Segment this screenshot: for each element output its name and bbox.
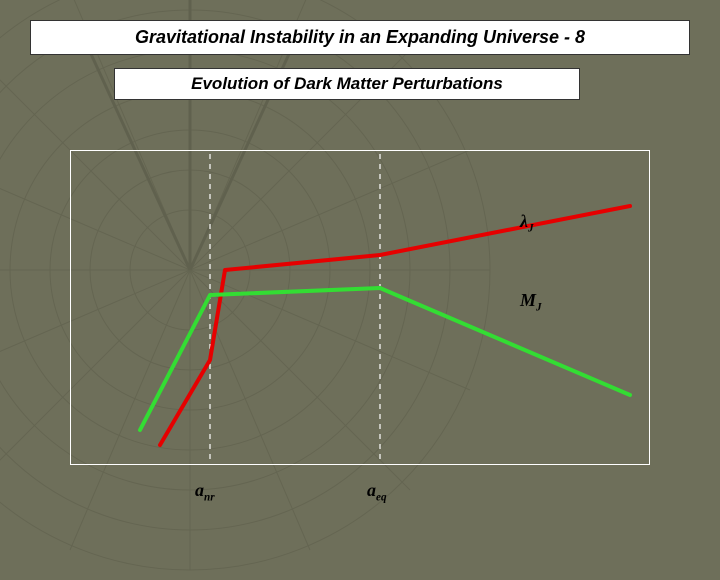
chart-series-M_J: [140, 288, 630, 430]
chart-svg: [70, 150, 650, 465]
chart-area: λJMJanraeq: [70, 150, 650, 465]
chart-series-label-0: λJ: [520, 211, 534, 235]
chart-series-label-1: MJ: [520, 290, 542, 314]
chart-axis-label-1: aeq: [367, 480, 387, 504]
chart-axis-label-0: anr: [195, 480, 215, 504]
chart-series-lambda_J: [160, 206, 630, 445]
slide-title: Gravitational Instability in an Expandin…: [30, 20, 690, 55]
slide-subtitle: Evolution of Dark Matter Perturbations: [114, 68, 580, 100]
